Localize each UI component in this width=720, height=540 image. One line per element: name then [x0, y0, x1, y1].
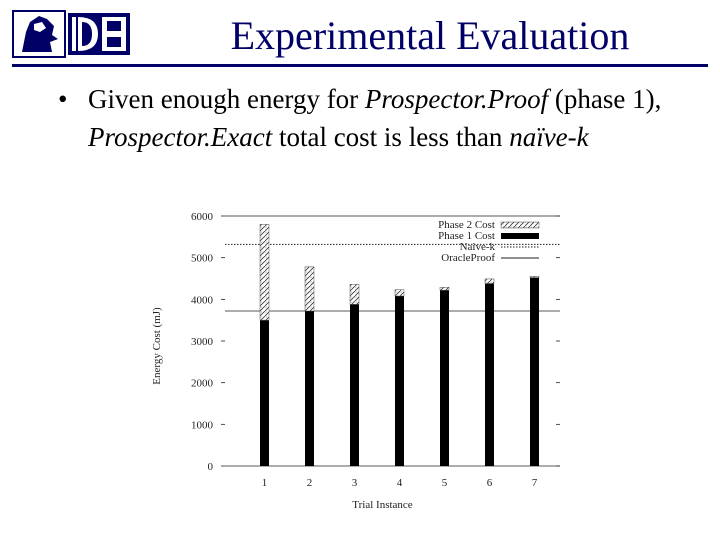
slide-title: Experimental Evaluation — [230, 13, 630, 58]
bar-phase2-cost — [259, 224, 270, 321]
x-tick-label: 2 — [307, 477, 313, 489]
y-tick-label: 2000 — [191, 378, 214, 390]
y-tick-label: 3000 — [191, 336, 214, 348]
bar-phase1-cost — [440, 290, 449, 466]
bullet-term-proof: Prospector.Proof — [364, 84, 549, 114]
title-rule — [12, 64, 708, 67]
bar-phase2-cost — [484, 278, 495, 284]
legend-label: Phase 1 Cost — [438, 230, 495, 242]
bar-phase1-cost — [530, 277, 539, 466]
y-tick-label: 0 — [208, 461, 214, 473]
y-tick-label: 6000 — [191, 211, 214, 223]
bar-phase1-cost — [350, 304, 359, 466]
x-tick-label: 5 — [442, 477, 448, 489]
x-tick-label: 3 — [352, 477, 358, 489]
bullet-term-naive: naïve-k — [509, 122, 589, 152]
bullet-term-exact: Prospector.Exact — [88, 122, 273, 152]
legend-swatch-phase2 — [500, 221, 540, 229]
bar-phase1-cost — [305, 311, 314, 466]
bar-phase2-cost — [394, 289, 405, 297]
bar-phase2-cost — [529, 276, 540, 278]
bullet-text-plain: total cost is less than — [272, 122, 510, 152]
x-tick-label: 6 — [487, 477, 493, 489]
legend-label: Phase 2 Cost — [438, 219, 495, 231]
bar-phase2-cost — [439, 287, 450, 291]
legend-label: OracleProof — [441, 252, 495, 264]
legend-label: Naive-k — [460, 241, 496, 253]
bar-phase1-cost — [395, 296, 404, 466]
duke-university-logo — [12, 10, 130, 58]
bullet-text-plain: Given enough energy for — [88, 84, 365, 114]
bar-phase1-cost — [260, 320, 269, 466]
bullet-text: Given enough energy for Prospector.Proof… — [88, 80, 688, 156]
y-tick-label: 1000 — [191, 419, 214, 431]
y-axis-label: Energy Cost (mJ) — [151, 307, 163, 385]
y-tick-label: 5000 — [191, 253, 214, 265]
y-tick-label: 4000 — [191, 294, 214, 306]
bullet-text-plain: (phase 1), — [548, 84, 662, 114]
bullet-marker: • — [58, 84, 68, 114]
x-axis-label: Trial Instance — [352, 499, 413, 511]
bar-phase1-cost — [485, 283, 494, 466]
legend-swatch-phase1 — [501, 233, 539, 239]
x-tick-label: 1 — [262, 477, 268, 489]
x-tick-label: 7 — [532, 477, 538, 489]
bar-phase2-cost — [304, 266, 315, 312]
x-tick-label: 4 — [397, 477, 403, 489]
energy-cost-chart: 0 1000 2000 3000 4000 5000 6000 1 2 3 4 5 6 7 Trial In… — [151, 211, 560, 511]
bar-phase2-cost — [349, 284, 360, 305]
